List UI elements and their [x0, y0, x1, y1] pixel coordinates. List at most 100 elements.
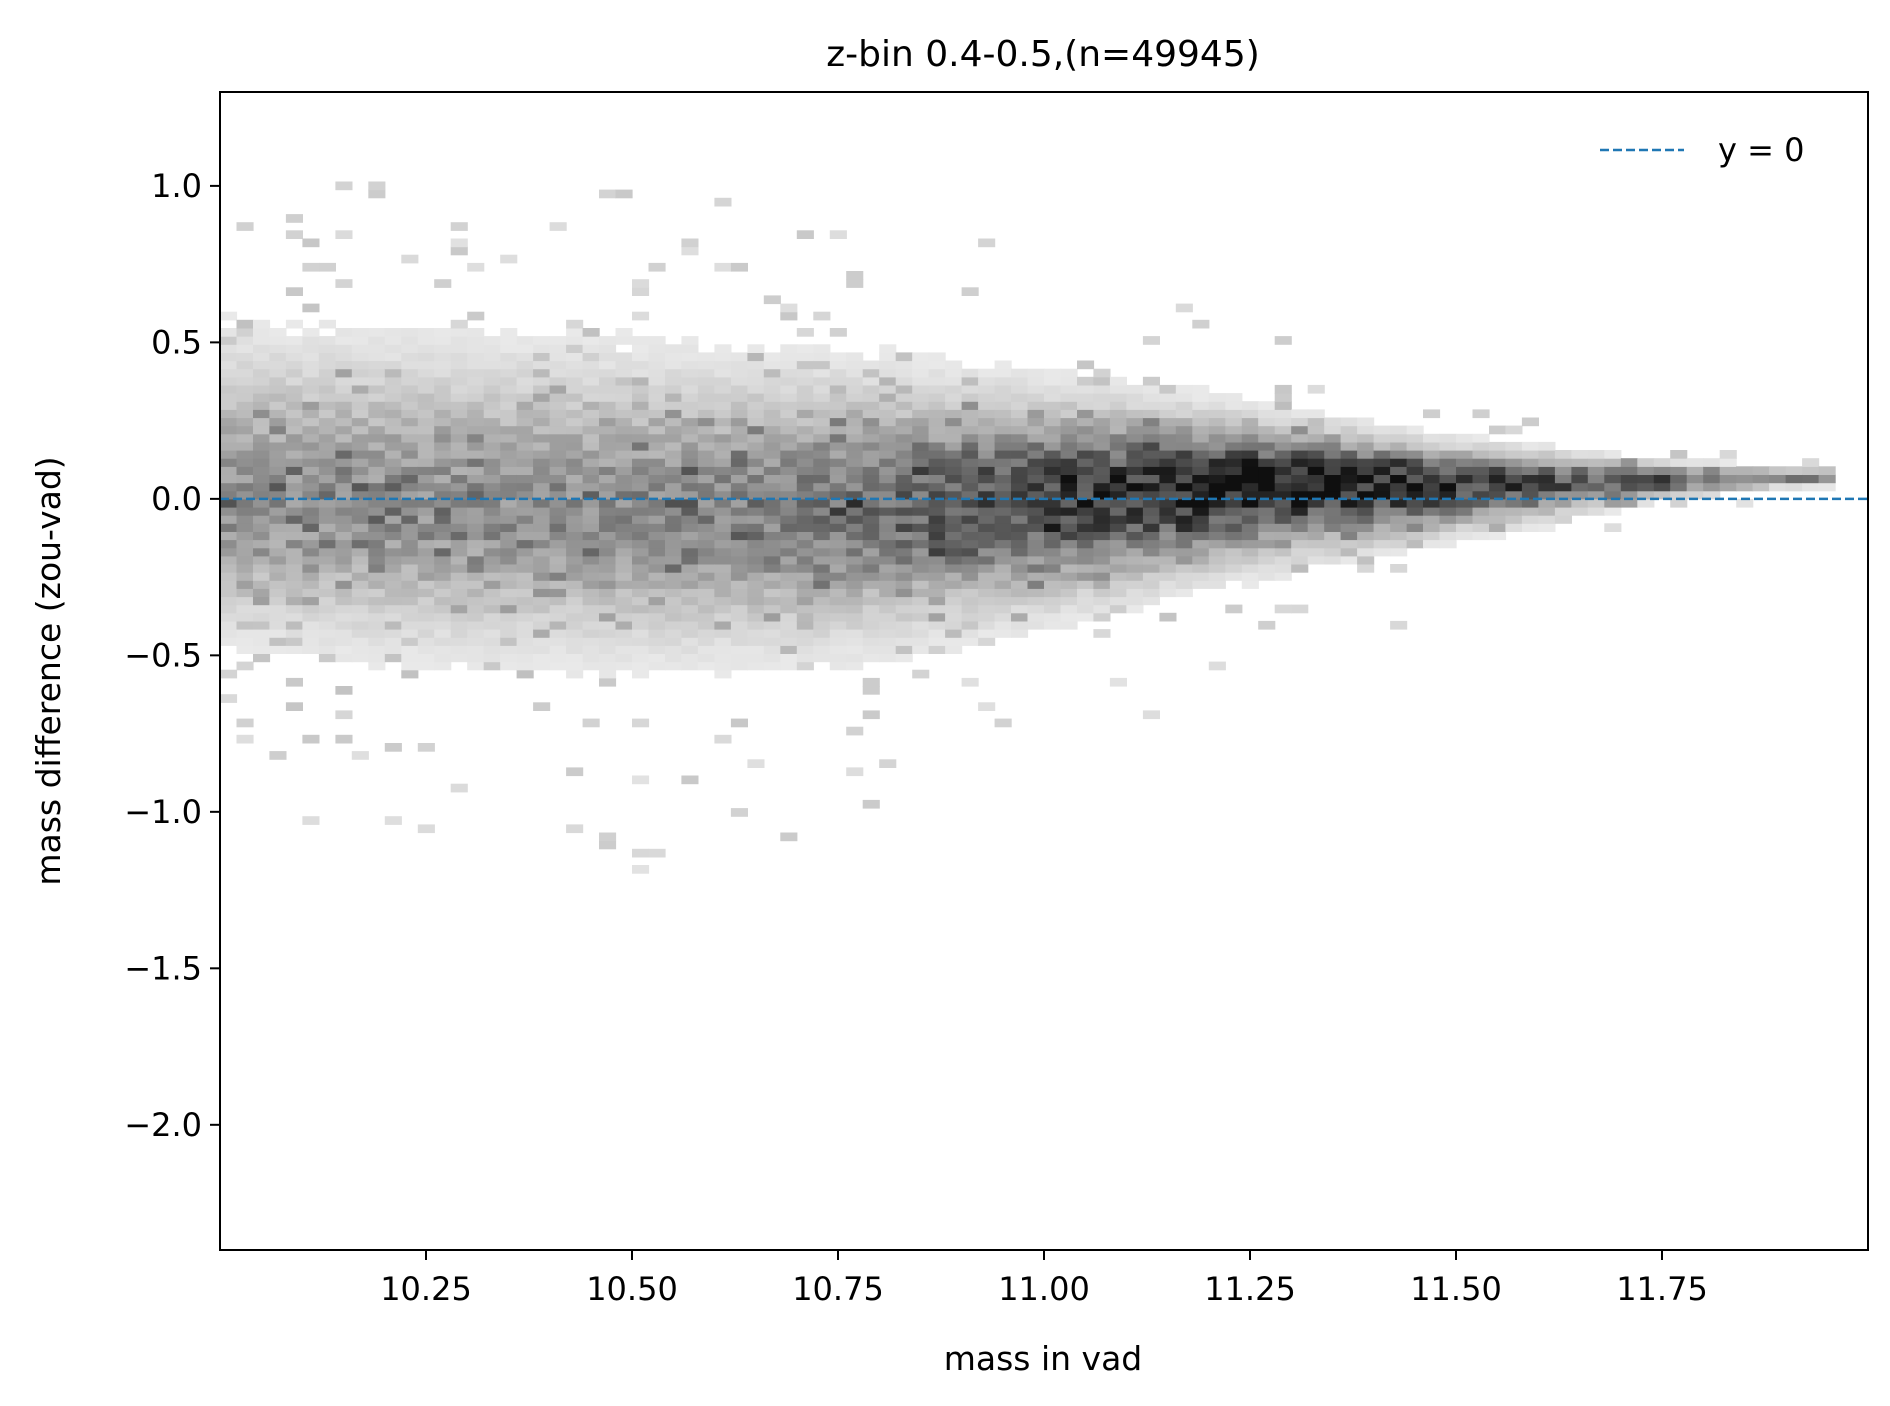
heatmap-cell: [599, 661, 617, 671]
heatmap-cell: [1719, 474, 1737, 484]
heatmap-cell: [467, 441, 485, 451]
heatmap-cell: [335, 458, 353, 467]
heatmap-cell: [945, 620, 963, 630]
heatmap-cell: [467, 450, 485, 459]
heatmap-cell: [1060, 384, 1078, 394]
heatmap-cell: [912, 555, 930, 565]
heatmap-cell: [665, 417, 683, 427]
heatmap-cell: [747, 564, 765, 573]
heatmap-cell: [1044, 612, 1062, 622]
heatmap-cell: [253, 376, 271, 386]
heatmap-cell: [1126, 564, 1144, 573]
heatmap-cell: [879, 352, 897, 362]
heatmap-cell: [533, 629, 551, 638]
heatmap-cell: [368, 604, 386, 614]
heatmap-cell: [318, 417, 336, 427]
heatmap-cell: [1175, 507, 1193, 516]
heatmap-cell: [582, 661, 600, 671]
heatmap-cell: [681, 498, 699, 508]
heatmap-cell: [516, 612, 534, 622]
heatmap-cell: [450, 360, 468, 370]
heatmap-cell: [846, 515, 864, 524]
heatmap-cell: [1093, 393, 1111, 402]
heatmap-cell: [285, 401, 303, 410]
heatmap-cell: [895, 596, 913, 606]
heatmap-cell: [1027, 612, 1045, 622]
heatmap-cell: [681, 344, 699, 353]
heatmap-cell: [253, 596, 271, 606]
heatmap-cell: [615, 474, 633, 484]
heatmap-cell: [236, 555, 254, 565]
heatmap-cell: [417, 336, 435, 345]
heatmap-cell: [236, 376, 254, 386]
heatmap-cell: [318, 620, 336, 630]
heatmap-cells: [220, 181, 1836, 874]
heatmap-cell: [302, 645, 320, 654]
heatmap-cell: [566, 384, 584, 394]
heatmap-cell: [730, 458, 748, 467]
heatmap-cell: [516, 653, 534, 663]
heatmap-cell: [730, 596, 748, 606]
heatmap-cell: [500, 441, 518, 451]
heatmap-cell: [1802, 458, 1820, 467]
heatmap-cell: [318, 401, 336, 410]
heatmap-cell: [220, 328, 238, 337]
heatmap-cell: [1225, 482, 1243, 492]
heatmap-cell: [1109, 515, 1127, 524]
heatmap-cell: [829, 230, 847, 239]
heatmap-cell: [467, 368, 485, 378]
heatmap-cell: [582, 718, 600, 728]
heatmap-cell: [220, 311, 238, 321]
heatmap-cell: [1604, 450, 1622, 459]
heatmap-cell: [714, 669, 732, 679]
heatmap-cell: [368, 360, 386, 370]
heatmap-cell: [516, 580, 534, 589]
heatmap-cell: [582, 604, 600, 614]
heatmap-cell: [681, 376, 699, 386]
heatmap-cell: [1027, 564, 1045, 573]
heatmap-cell: [549, 409, 567, 419]
heatmap-cell: [665, 515, 683, 524]
heatmap-cell: [566, 498, 584, 508]
heatmap-cell: [1093, 564, 1111, 573]
heatmap-cell: [879, 466, 897, 475]
heatmap-cell: [961, 620, 979, 630]
heatmap-cell: [318, 450, 336, 459]
heatmap-cell: [681, 523, 699, 532]
heatmap-cell: [796, 547, 814, 557]
heatmap-cell: [1291, 433, 1309, 443]
heatmap-cell: [582, 555, 600, 565]
heatmap-cell: [1538, 523, 1556, 532]
heatmap-cell: [220, 507, 238, 516]
heatmap-cell: [335, 230, 353, 239]
heatmap-cell: [763, 539, 781, 549]
heatmap-cell: [895, 507, 913, 516]
heatmap-cell: [1538, 458, 1556, 467]
heatmap-cell: [763, 384, 781, 394]
heatmap-cell: [533, 637, 551, 646]
heatmap-cell: [285, 555, 303, 565]
heatmap-cell: [566, 523, 584, 532]
heatmap-cell: [862, 515, 880, 524]
heatmap-cell: [714, 458, 732, 467]
heatmap-cell: [549, 629, 567, 638]
heatmap-cell: [1011, 458, 1029, 467]
heatmap-cell: [1406, 482, 1424, 492]
heatmap-cell: [220, 425, 238, 435]
heatmap-cell: [813, 368, 831, 378]
heatmap-cell: [318, 564, 336, 573]
heatmap-cell: [796, 539, 814, 549]
heatmap-cell: [1258, 417, 1276, 427]
heatmap-cell: [450, 783, 468, 793]
heatmap-cell: [1554, 458, 1572, 467]
heatmap-cell: [1109, 482, 1127, 492]
heatmap-cell: [1258, 547, 1276, 557]
heatmap-cell: [632, 612, 650, 622]
heatmap-cell: [780, 352, 798, 362]
heatmap-cell: [236, 490, 254, 500]
heatmap-cell: [632, 547, 650, 557]
heatmap-cell: [730, 401, 748, 410]
heatmap-cell: [961, 401, 979, 410]
heatmap-cell: [1093, 409, 1111, 419]
heatmap-cell: [302, 344, 320, 353]
